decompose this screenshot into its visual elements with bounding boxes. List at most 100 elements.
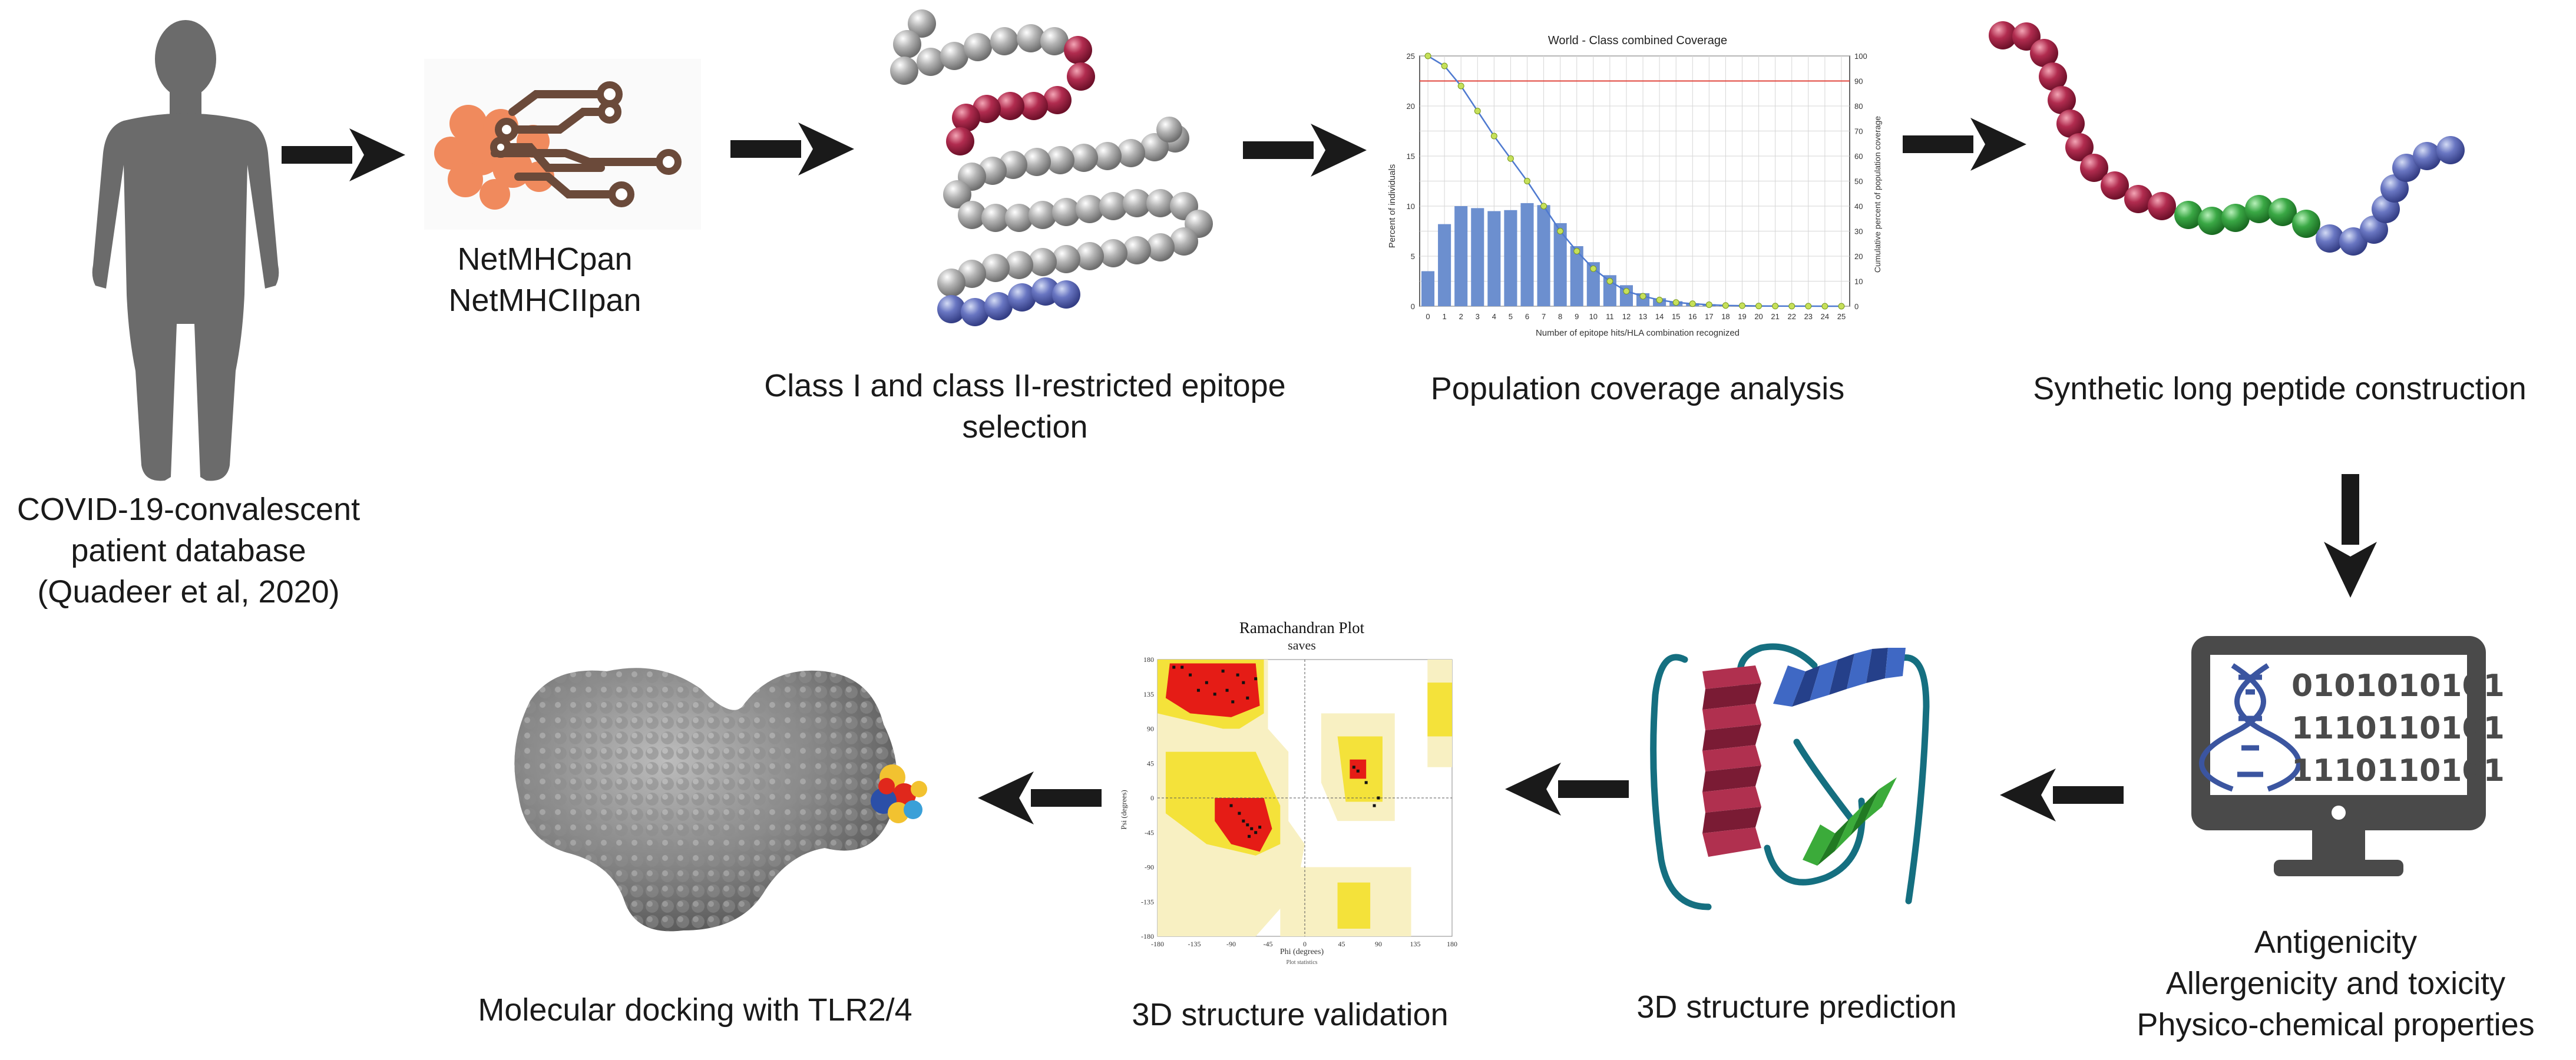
x-tick-label: 135 — [1410, 940, 1421, 948]
residue-point — [1377, 796, 1380, 800]
chart-xlabel: Number of epitope hits/HLA combination r… — [1536, 328, 1740, 338]
rama-footer: Plot statistics — [1286, 959, 1317, 966]
residue-point — [1205, 681, 1208, 684]
x-tick-label: 2 — [1459, 312, 1463, 321]
protein-structure-ribbon — [1650, 643, 1930, 910]
residue-point — [1246, 696, 1249, 700]
coverage-bar — [1619, 285, 1633, 306]
cumulative-point — [1424, 52, 1431, 59]
y-tick-label: 0 — [1150, 794, 1154, 802]
x-tick-label: 13 — [1639, 312, 1647, 321]
validation-caption: 3D structure validation — [1132, 997, 1449, 1032]
netmhc-network-icon — [424, 59, 701, 230]
patient-caption-line: COVID-19-convalescent — [16, 492, 361, 527]
x-tick-label: 180 — [1447, 940, 1457, 948]
coverage-bar — [1537, 205, 1550, 306]
y-tick-label: 10 — [1407, 202, 1415, 211]
alpha-helix-blue — [1773, 648, 1906, 707]
epitope-caption: Class I and class II-restricted epitope … — [748, 365, 1302, 448]
x-tick-label: 18 — [1721, 312, 1730, 321]
alpha-helix-red — [1702, 665, 1761, 857]
coverage-bar — [1471, 208, 1484, 306]
cumulative-point — [1656, 296, 1663, 303]
cumulative-point — [1755, 303, 1762, 310]
cumulative-point — [1705, 301, 1712, 308]
x-tick-label: -135 — [1188, 940, 1201, 948]
residue-point — [1258, 826, 1262, 829]
coverage-bar — [1553, 223, 1567, 306]
y-tick-label: -180 — [1141, 932, 1154, 940]
screening-caption: Antigenicity Allergenicity and toxicity … — [2097, 922, 2574, 1045]
tool-name: NetMHCpan — [457, 241, 633, 277]
allowed-region — [1427, 683, 1452, 737]
x-tick-label: 6 — [1525, 312, 1529, 321]
coverage-bar — [1586, 262, 1600, 306]
docking-caption: Molecular docking with TLR2/4 — [478, 992, 912, 1028]
arrow-left-icon — [1505, 763, 1629, 816]
residue-point — [1242, 681, 1245, 684]
rama-subtitle: saves — [1288, 638, 1316, 652]
y-tick-label: 5 — [1411, 252, 1415, 261]
x-tick-label: 17 — [1705, 312, 1713, 321]
arrow-right-icon — [282, 128, 405, 181]
x-tick-label: 11 — [1606, 312, 1614, 321]
binary-line: 0101010101 — [2291, 668, 2505, 704]
synthetic-peptide-chain — [1989, 21, 2465, 256]
cumulative-point — [1457, 82, 1464, 90]
y-tick-label: -45 — [1145, 829, 1154, 837]
x-tick-label: 24 — [1821, 312, 1829, 321]
dna-icon — [2199, 663, 2301, 792]
residue-point — [1373, 804, 1376, 807]
ramachandran-plot: Ramachandran Plot saves -180 -135 -90 -45 0 4… — [1113, 615, 1467, 969]
coverage-bar — [1421, 271, 1435, 306]
y2-tick-label: 10 — [1854, 277, 1863, 286]
x-tick-label: -45 — [1264, 940, 1273, 948]
y-tick-label: 180 — [1143, 655, 1154, 664]
rama-title: Ramachandran Plot — [1239, 619, 1365, 637]
cumulative-point — [1623, 288, 1630, 294]
cumulative-point — [1557, 228, 1564, 234]
cumulative-point — [1441, 62, 1448, 69]
y-tick-label: 25 — [1407, 52, 1415, 61]
cumulative-point — [1573, 248, 1580, 254]
cumulative-point — [1507, 155, 1514, 162]
residue-point — [1221, 670, 1225, 673]
core-region — [1350, 759, 1367, 779]
cumulative-point — [1739, 302, 1745, 309]
x-tick-label: 23 — [1804, 312, 1813, 321]
tool-name: NetMHCIIpan — [448, 283, 641, 318]
x-tick-label: 8 — [1558, 312, 1562, 321]
cumulative-point — [1474, 108, 1481, 114]
residue-point — [1364, 781, 1368, 784]
residue-point — [1225, 688, 1229, 692]
residue-point — [1238, 811, 1241, 815]
cumulative-point — [1821, 303, 1828, 310]
cumulative-point — [1524, 178, 1530, 184]
coverage-bar — [1454, 206, 1468, 306]
cumulative-point — [1672, 299, 1679, 306]
arrow-left-icon — [978, 771, 1102, 824]
coverage-bar — [1570, 246, 1583, 306]
epitope-bead-chain — [890, 9, 1213, 326]
y-tick-label: 0 — [1411, 302, 1415, 311]
x-tick-label: -90 — [1226, 940, 1236, 948]
y-tick-label: 90 — [1147, 725, 1154, 733]
x-tick-label: 45 — [1338, 940, 1345, 948]
residue-point — [1196, 688, 1200, 692]
epitope-caption-line: Class I and class II-restricted epitope — [764, 368, 1286, 403]
y2-tick-label: 40 — [1854, 202, 1863, 211]
binary-line: 1110110101 — [2291, 711, 2505, 746]
x-tick-label: 10 — [1589, 312, 1598, 321]
patient-caption: COVID-19-convalescent patient database (… — [0, 489, 377, 612]
core-region — [1215, 798, 1272, 852]
residue-point — [1172, 665, 1176, 669]
cumulative-point — [1689, 300, 1696, 307]
y-tick-label: 15 — [1407, 152, 1415, 161]
x-tick-label: 1 — [1442, 312, 1446, 321]
cumulative-point — [1788, 303, 1795, 310]
core-region — [1165, 663, 1260, 717]
x-tick-label: 5 — [1509, 312, 1513, 321]
chart-y2label: Cumulative percent of population coverag… — [1873, 116, 1882, 273]
x-tick-label: 25 — [1837, 312, 1846, 321]
